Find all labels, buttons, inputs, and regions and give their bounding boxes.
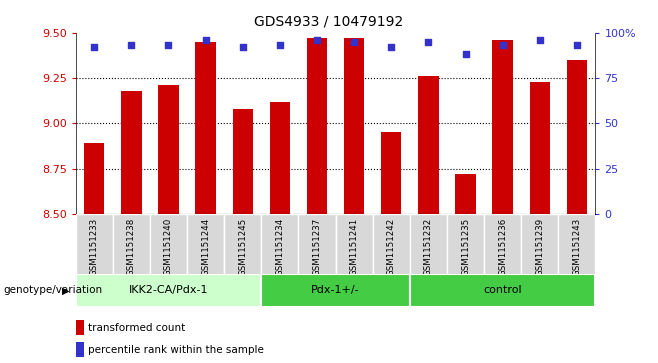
Point xyxy=(349,39,359,45)
Text: ▶: ▶ xyxy=(62,285,69,295)
Bar xyxy=(121,91,141,214)
Point xyxy=(163,42,174,48)
Text: GDS4933 / 10479192: GDS4933 / 10479192 xyxy=(255,15,403,29)
Text: control: control xyxy=(484,285,522,295)
Bar xyxy=(559,214,595,292)
Text: GSM1151241: GSM1151241 xyxy=(349,218,359,276)
Bar xyxy=(455,174,476,214)
Text: GSM1151237: GSM1151237 xyxy=(313,218,322,276)
Bar xyxy=(447,214,484,292)
Text: percentile rank within the sample: percentile rank within the sample xyxy=(88,345,265,355)
Point xyxy=(238,44,248,50)
Point xyxy=(572,42,582,48)
Text: GSM1151242: GSM1151242 xyxy=(387,218,395,276)
Bar xyxy=(187,214,224,292)
Bar xyxy=(261,214,299,292)
Point xyxy=(200,37,211,43)
Text: GSM1151233: GSM1151233 xyxy=(89,218,99,276)
Bar xyxy=(159,85,179,214)
Bar xyxy=(299,214,336,292)
Text: GSM1151238: GSM1151238 xyxy=(127,218,136,276)
Text: IKK2-CA/Pdx-1: IKK2-CA/Pdx-1 xyxy=(129,285,208,295)
Bar xyxy=(261,274,410,307)
Text: GSM1151236: GSM1151236 xyxy=(498,218,507,276)
Text: GSM1151234: GSM1151234 xyxy=(276,218,284,276)
Bar xyxy=(567,60,587,214)
Bar xyxy=(410,274,595,307)
Bar xyxy=(410,214,447,292)
Bar xyxy=(76,320,84,335)
Bar xyxy=(521,214,559,292)
Bar xyxy=(76,342,84,357)
Text: GSM1151235: GSM1151235 xyxy=(461,218,470,276)
Bar xyxy=(224,214,261,292)
Text: genotype/variation: genotype/variation xyxy=(3,285,103,295)
Bar xyxy=(381,132,401,214)
Text: transformed count: transformed count xyxy=(88,323,186,333)
Bar xyxy=(150,214,187,292)
Text: GSM1151244: GSM1151244 xyxy=(201,218,210,276)
Bar xyxy=(418,76,439,214)
Point xyxy=(312,37,322,43)
Text: GSM1151245: GSM1151245 xyxy=(238,218,247,276)
Point xyxy=(386,44,397,50)
Bar xyxy=(113,214,150,292)
Point xyxy=(126,42,137,48)
Bar xyxy=(372,214,410,292)
Bar xyxy=(270,102,290,214)
Bar xyxy=(307,38,327,214)
Point xyxy=(497,42,508,48)
Point xyxy=(89,44,99,50)
Bar xyxy=(530,82,550,214)
Bar xyxy=(484,214,521,292)
Bar xyxy=(195,42,216,214)
Bar xyxy=(492,40,513,214)
Point xyxy=(534,37,545,43)
Text: GSM1151239: GSM1151239 xyxy=(536,218,544,276)
Point xyxy=(461,52,471,57)
Point xyxy=(274,42,285,48)
Bar xyxy=(336,214,372,292)
Bar xyxy=(344,38,365,214)
Bar xyxy=(84,143,105,214)
Bar xyxy=(76,274,261,307)
Text: Pdx-1+/-: Pdx-1+/- xyxy=(311,285,360,295)
Bar xyxy=(76,214,113,292)
Point xyxy=(423,39,434,45)
Text: GSM1151240: GSM1151240 xyxy=(164,218,173,276)
Text: GSM1151243: GSM1151243 xyxy=(572,218,582,276)
Bar xyxy=(232,109,253,214)
Text: GSM1151232: GSM1151232 xyxy=(424,218,433,276)
